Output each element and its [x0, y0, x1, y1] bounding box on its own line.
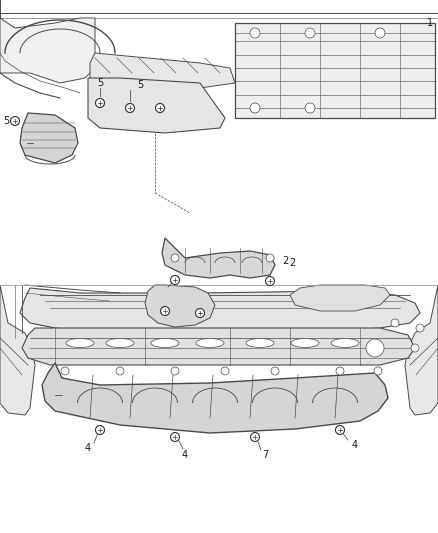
Circle shape — [251, 432, 259, 441]
Polygon shape — [405, 285, 438, 415]
Text: 5: 5 — [137, 80, 143, 90]
Circle shape — [221, 367, 229, 375]
Text: 5: 5 — [97, 78, 103, 88]
Text: 4: 4 — [159, 286, 165, 296]
Circle shape — [265, 277, 275, 286]
Circle shape — [250, 28, 260, 38]
Circle shape — [271, 367, 279, 375]
Ellipse shape — [196, 338, 224, 348]
Ellipse shape — [66, 338, 94, 348]
Text: 7: 7 — [262, 450, 268, 460]
Circle shape — [336, 425, 345, 434]
Circle shape — [416, 324, 424, 332]
Circle shape — [170, 432, 180, 441]
Bar — [0, 285, 438, 533]
Polygon shape — [88, 78, 225, 133]
Polygon shape — [0, 0, 95, 83]
Ellipse shape — [151, 338, 179, 348]
Text: 1: 1 — [19, 138, 25, 148]
Polygon shape — [20, 288, 420, 335]
Text: 2: 2 — [289, 258, 295, 268]
Polygon shape — [0, 285, 35, 415]
Ellipse shape — [106, 338, 134, 348]
Circle shape — [195, 309, 205, 318]
Text: 4: 4 — [182, 450, 188, 460]
Ellipse shape — [291, 338, 319, 348]
Polygon shape — [145, 285, 215, 327]
Circle shape — [116, 367, 124, 375]
Bar — [235, 23, 435, 118]
Text: 2: 2 — [282, 256, 288, 266]
Polygon shape — [20, 113, 78, 163]
Circle shape — [336, 367, 344, 375]
Ellipse shape — [246, 338, 274, 348]
Circle shape — [250, 103, 260, 113]
Text: 4: 4 — [85, 443, 91, 453]
Polygon shape — [42, 363, 388, 433]
Polygon shape — [90, 53, 235, 88]
Text: 3: 3 — [45, 390, 51, 400]
Circle shape — [171, 367, 179, 375]
Circle shape — [375, 28, 385, 38]
Circle shape — [155, 103, 165, 112]
Circle shape — [95, 99, 105, 108]
Circle shape — [126, 103, 134, 112]
Circle shape — [11, 117, 20, 125]
Circle shape — [391, 319, 399, 327]
Text: 1: 1 — [427, 18, 433, 28]
Ellipse shape — [331, 338, 359, 348]
Circle shape — [95, 425, 105, 434]
Circle shape — [266, 254, 274, 262]
Polygon shape — [22, 328, 415, 365]
Circle shape — [61, 367, 69, 375]
Circle shape — [170, 276, 180, 285]
Circle shape — [374, 367, 382, 375]
Circle shape — [305, 28, 315, 38]
Circle shape — [171, 254, 179, 262]
Circle shape — [305, 103, 315, 113]
Polygon shape — [290, 285, 390, 311]
Circle shape — [411, 344, 419, 352]
Bar — [0, 0, 438, 283]
Circle shape — [160, 306, 170, 316]
Circle shape — [366, 339, 384, 357]
Text: 4: 4 — [352, 440, 358, 450]
Polygon shape — [162, 238, 275, 278]
Text: 5: 5 — [3, 116, 9, 126]
